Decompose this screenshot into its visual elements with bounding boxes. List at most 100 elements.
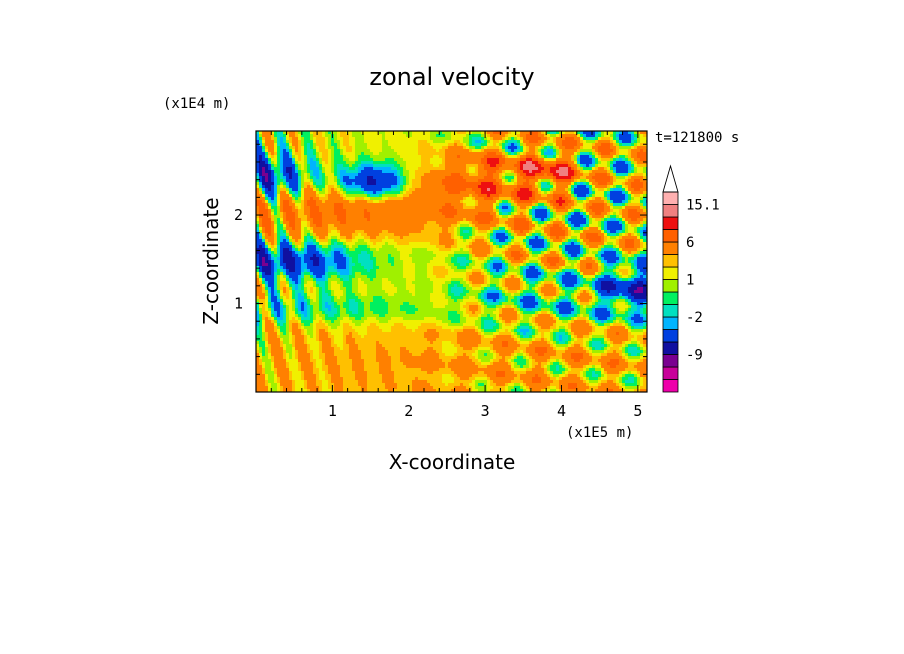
contour-cell — [262, 215, 266, 219]
contour-cell — [304, 170, 308, 174]
contour-cell — [313, 224, 317, 228]
contour-cell — [490, 146, 494, 150]
contour-cell — [586, 155, 590, 159]
contour-cell — [325, 194, 329, 198]
contour-cell — [442, 236, 446, 240]
contour-cell — [490, 164, 494, 168]
contour-cell — [538, 209, 542, 213]
contour-cell — [532, 185, 536, 189]
contour-cell — [256, 170, 260, 174]
contour-cell — [346, 221, 350, 225]
contour-cell — [391, 146, 395, 150]
contour-cell — [508, 161, 512, 165]
contour-cell — [364, 203, 368, 207]
contour-cell — [406, 143, 410, 147]
contour-cell — [499, 149, 503, 153]
contour-cell — [412, 170, 416, 174]
contour-cell — [415, 155, 419, 159]
contour-cell — [520, 194, 524, 198]
contour-cell — [349, 191, 353, 195]
contour-cell — [406, 224, 410, 228]
contour-cell — [592, 182, 596, 186]
contour-cell — [328, 191, 332, 195]
contour-cell — [637, 179, 641, 183]
contour-cell — [604, 224, 608, 228]
contour-cell — [595, 143, 599, 147]
contour-cell — [556, 218, 560, 222]
contour-cell — [568, 221, 572, 225]
contour-cell — [637, 155, 641, 159]
contour-cell — [265, 191, 269, 195]
contour-cell — [541, 203, 545, 207]
contour-cell — [352, 155, 356, 159]
contour-cell — [556, 179, 560, 183]
contour-cell — [382, 155, 386, 159]
contour-cell — [421, 206, 425, 210]
contour-cell — [337, 233, 341, 237]
contour-cell — [517, 131, 521, 135]
contour-cell — [466, 167, 470, 171]
contour-cell — [640, 194, 644, 198]
contour-cell — [274, 224, 278, 228]
contour-cell — [610, 155, 614, 159]
contour-cell — [379, 224, 383, 228]
contour-cell — [316, 185, 320, 189]
contour-cell — [463, 209, 467, 213]
contour-cell — [595, 239, 599, 243]
contour-cell — [490, 155, 494, 159]
contour-cell — [388, 134, 392, 138]
contour-cell — [289, 161, 293, 165]
contour-cell — [352, 152, 356, 156]
contour-cell — [373, 164, 377, 168]
contour-cell — [388, 161, 392, 165]
contour-cell — [574, 158, 578, 162]
contour-cell — [631, 167, 635, 171]
contour-cell — [286, 200, 290, 204]
contour-cell — [349, 239, 353, 243]
contour-cell — [511, 200, 515, 204]
contour-cell — [463, 137, 467, 141]
contour-cell — [589, 170, 593, 174]
contour-cell — [409, 203, 413, 207]
contour-cell — [637, 230, 641, 234]
contour-cell — [337, 131, 341, 135]
contour-cell — [400, 143, 404, 147]
contour-cell — [433, 131, 437, 135]
contour-cell — [598, 161, 602, 165]
contour-cell — [421, 212, 425, 216]
contour-cell — [403, 179, 407, 183]
contour-cell — [376, 149, 380, 153]
contour-cell — [613, 134, 617, 138]
contour-cell — [256, 188, 260, 192]
contour-cell — [355, 140, 359, 144]
contour-cell — [439, 209, 443, 213]
contour-cell — [586, 203, 590, 207]
contour-cell — [259, 140, 263, 144]
contour-cell — [421, 230, 425, 234]
contour-cell — [481, 197, 485, 201]
contour-cell — [607, 143, 611, 147]
contour-cell — [307, 149, 311, 153]
contour-cell — [514, 215, 518, 219]
contour-cell — [466, 215, 470, 219]
contour-cell — [322, 227, 326, 231]
contour-cell — [553, 137, 557, 141]
contour-cell — [265, 209, 269, 213]
contour-cell — [409, 242, 413, 246]
contour-cell — [418, 164, 422, 168]
contour-cell — [583, 149, 587, 153]
contour-cell — [283, 155, 287, 159]
contour-cell — [568, 227, 572, 231]
contour-cell — [502, 188, 506, 192]
contour-cell — [292, 179, 296, 183]
contour-cell — [532, 209, 536, 213]
contour-cell — [358, 215, 362, 219]
contour-cell — [550, 215, 554, 219]
contour-cell — [574, 200, 578, 204]
contour-cell — [337, 182, 341, 186]
contour-cell — [619, 158, 623, 162]
contour-cell — [526, 215, 530, 219]
contour-cell — [466, 230, 470, 234]
contour-cell — [304, 176, 308, 180]
contour-cell — [364, 173, 368, 177]
